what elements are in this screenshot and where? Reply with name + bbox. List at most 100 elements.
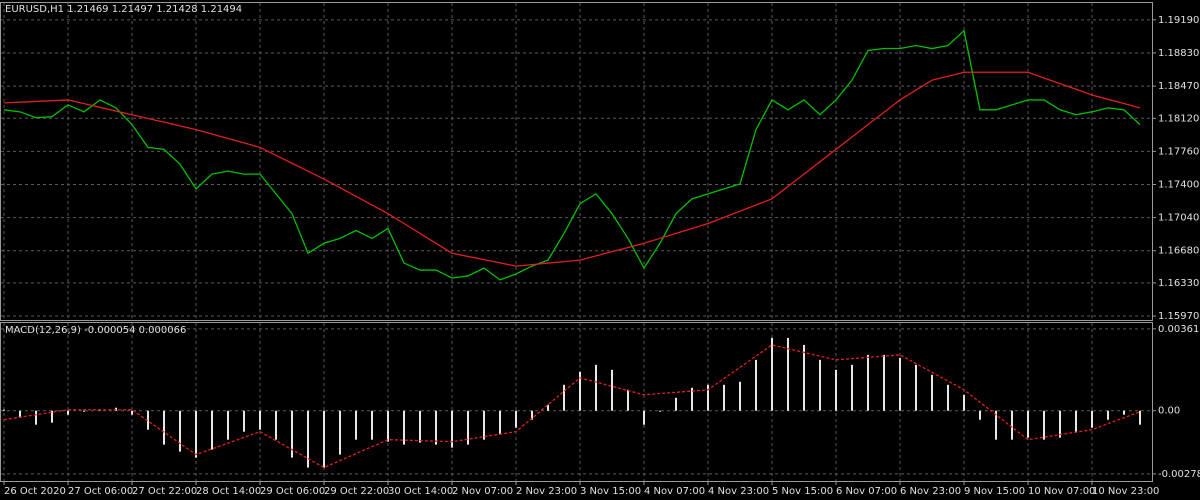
bar xyxy=(787,337,789,411)
bar xyxy=(307,410,309,468)
bar xyxy=(243,410,245,432)
y-tick-label: 0.00 xyxy=(1158,406,1180,417)
bar xyxy=(963,394,965,411)
price-frame xyxy=(0,2,1153,321)
bar xyxy=(659,410,661,412)
x-tick-label: 10 Nov 23:00 xyxy=(1092,486,1159,497)
bar xyxy=(435,410,437,445)
bar xyxy=(451,410,453,448)
bar xyxy=(179,410,181,452)
bar xyxy=(131,410,133,415)
x-tick-label: 27 Oct 22:00 xyxy=(132,486,197,497)
y-tick-label: 1.18470 xyxy=(1158,81,1199,92)
series-line xyxy=(3,29,1141,281)
bar xyxy=(995,410,997,440)
bar xyxy=(851,364,853,411)
bar xyxy=(211,410,213,450)
bar xyxy=(355,410,357,440)
bar xyxy=(643,410,645,425)
bar xyxy=(931,374,933,411)
bar xyxy=(227,410,229,440)
y-tick-label: 1.18830 xyxy=(1158,48,1199,59)
bar xyxy=(947,384,949,411)
x-tick-label: 2 Nov 07:00 xyxy=(452,486,513,497)
y-tick-label: 1.15970 xyxy=(1158,311,1199,322)
bar xyxy=(51,410,53,423)
y-tick-label: 1.19190 xyxy=(1158,15,1199,26)
bar xyxy=(1139,410,1141,425)
bar xyxy=(627,389,629,411)
bar xyxy=(755,359,757,411)
bar xyxy=(35,410,37,425)
bar xyxy=(371,410,373,440)
macd-title: MACD(12,26,9) -0.000054 0.000066 xyxy=(5,325,186,336)
y-tick-label: 1.16330 xyxy=(1158,278,1199,289)
x-tick-label: 2 Nov 23:00 xyxy=(516,486,577,497)
bar xyxy=(803,344,805,411)
bar xyxy=(675,397,677,411)
bar xyxy=(547,404,549,411)
x-tick-label: 28 Oct 14:00 xyxy=(196,486,261,497)
bar xyxy=(1107,410,1109,420)
bar xyxy=(499,410,501,435)
x-tick-label: 26 Oct 2020 xyxy=(4,486,66,497)
bar xyxy=(339,410,341,455)
bar xyxy=(819,359,821,411)
macd-frame xyxy=(0,322,1153,482)
bar xyxy=(1011,410,1013,440)
y-tick-label: 1.18120 xyxy=(1158,113,1199,124)
bar xyxy=(275,410,277,440)
x-tick-label: 4 Nov 23:00 xyxy=(708,486,769,497)
bar xyxy=(579,371,581,411)
bar xyxy=(291,410,293,458)
x-tick-label: 3 Nov 15:00 xyxy=(580,486,641,497)
x-tick-label: 5 Nov 15:00 xyxy=(772,486,833,497)
x-tick-label: 6 Nov 07:00 xyxy=(836,486,897,497)
price-title: EURUSD,H1 1.21469 1.21497 1.21428 1.2149… xyxy=(5,4,242,15)
bar xyxy=(771,337,773,411)
bar xyxy=(691,387,693,411)
y-tick-label: 1.17040 xyxy=(1158,213,1199,224)
bar xyxy=(419,410,421,443)
bar xyxy=(611,369,613,411)
y-tick-label: 1.16680 xyxy=(1158,246,1199,257)
bar xyxy=(1027,410,1029,438)
bar xyxy=(531,410,533,420)
x-tick-label: 10 Nov 07:00 xyxy=(1028,486,1095,497)
y-tick-label: 1.17400 xyxy=(1158,179,1199,190)
series-line xyxy=(3,344,1141,469)
bar xyxy=(403,410,405,445)
bar xyxy=(387,410,389,442)
bar xyxy=(1075,410,1077,432)
bar xyxy=(1043,410,1045,440)
y-tick-label: 1.17760 xyxy=(1158,146,1199,157)
bar xyxy=(867,354,869,411)
bar xyxy=(1059,410,1061,438)
x-tick-label: 30 Oct 14:00 xyxy=(388,486,453,497)
bar xyxy=(915,364,917,411)
bar xyxy=(467,410,469,445)
bar xyxy=(739,381,741,411)
bar xyxy=(707,384,709,411)
x-tick-label: 6 Nov 23:00 xyxy=(900,486,961,497)
bar xyxy=(883,354,885,411)
bar xyxy=(83,410,85,412)
bar xyxy=(3,409,5,411)
bar xyxy=(67,410,69,415)
y-tick-label: 0.003612 xyxy=(1158,324,1200,335)
x-tick-label: 29 Oct 22:00 xyxy=(324,486,389,497)
bar xyxy=(259,410,261,430)
bar xyxy=(979,410,981,420)
bar xyxy=(899,357,901,411)
x-tick-label: 9 Nov 15:00 xyxy=(964,486,1025,497)
x-tick-label: 27 Oct 06:00 xyxy=(68,486,133,497)
plot-layer xyxy=(1,3,1156,485)
bar xyxy=(1123,410,1125,415)
bar xyxy=(723,384,725,411)
bar xyxy=(835,369,837,411)
bar xyxy=(595,364,597,411)
x-tick-label: 4 Nov 07:00 xyxy=(644,486,705,497)
bar xyxy=(515,410,517,428)
series-line xyxy=(3,71,1141,267)
